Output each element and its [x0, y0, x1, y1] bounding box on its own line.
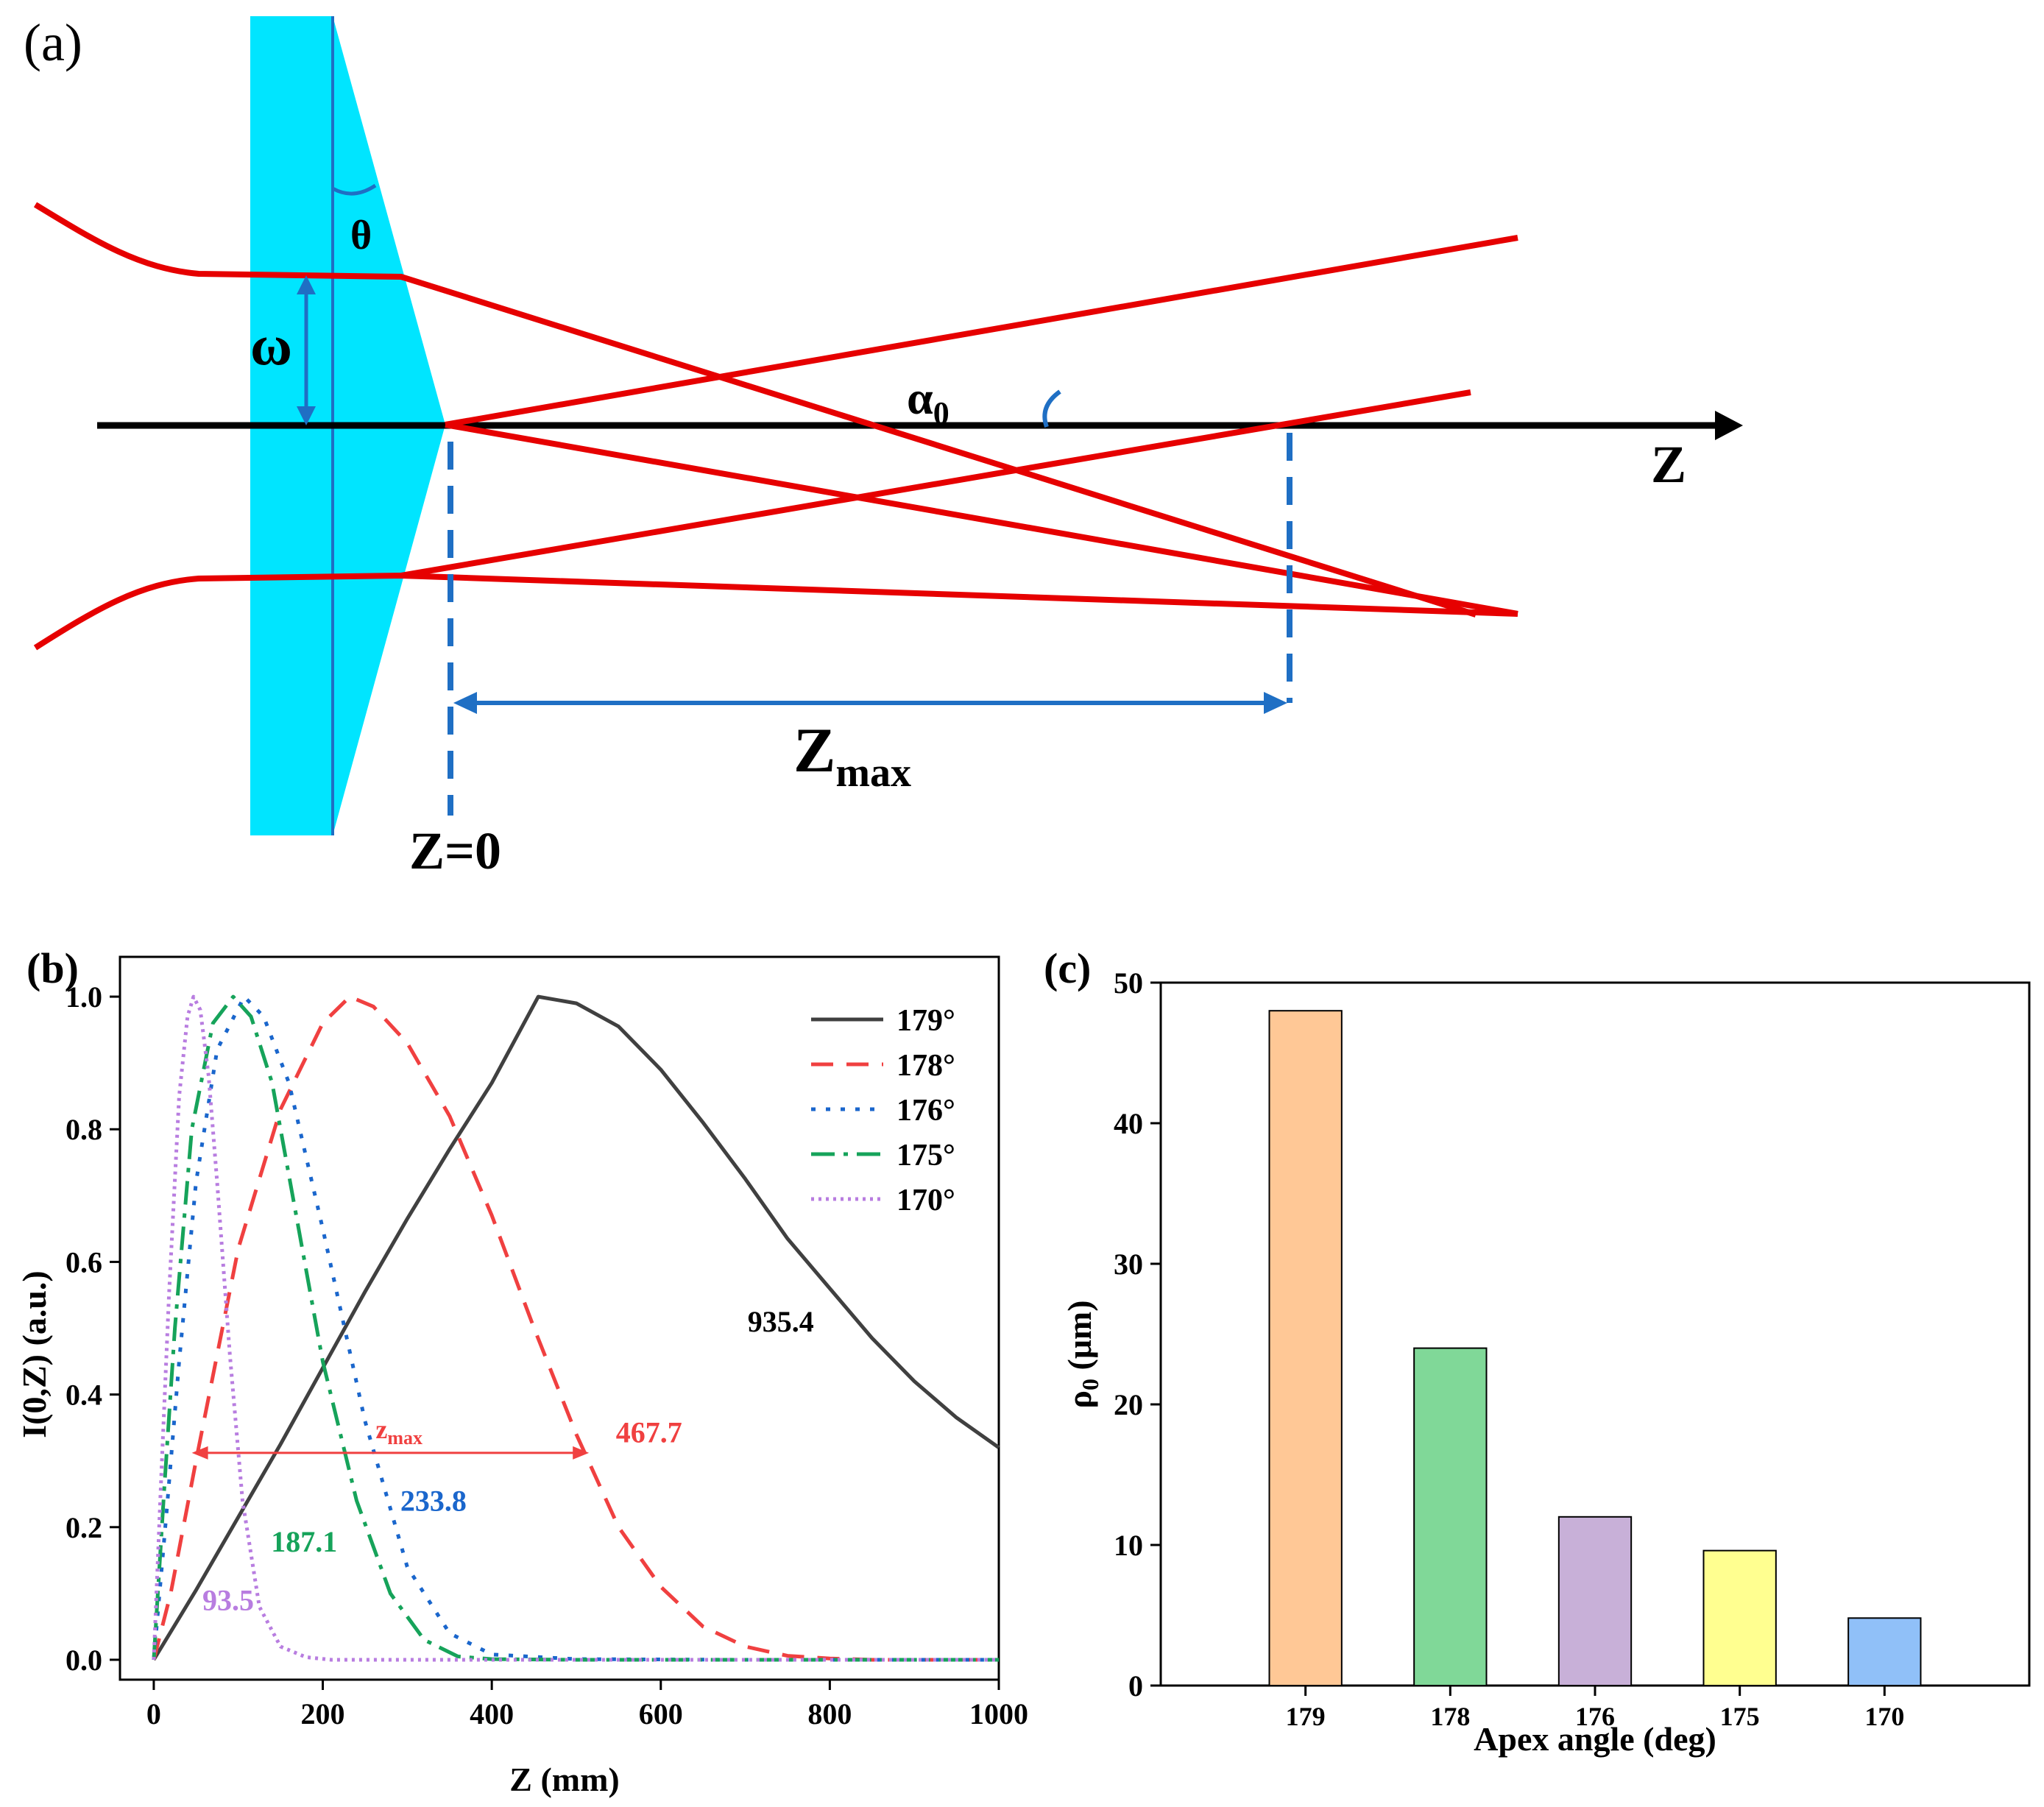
zmax-arrow-left-head	[191, 1446, 208, 1460]
axis-z-label: Z	[1651, 435, 1686, 494]
series-line-0	[152, 994, 1000, 1661]
zmax-arrow	[453, 692, 1287, 714]
zmax-value-label: 233.8	[400, 1484, 467, 1517]
zmax-value-label: 935.4	[748, 1305, 814, 1338]
panel-b-xtick-label: 1000	[969, 1697, 1028, 1730]
zmax-arrow-right-head	[573, 1446, 590, 1460]
lower-input-beam	[33, 572, 1518, 651]
series-line-3	[152, 994, 999, 1662]
lower-diverging-ray	[445, 422, 1518, 617]
panel-b-legend: 179° 178° 176° 175° 170°	[811, 1004, 955, 1217]
panel-c-ytick-label: 50	[1114, 966, 1143, 1000]
legend-label-4: 170°	[897, 1184, 955, 1217]
panel-b-ytick-label: 0.4	[66, 1379, 102, 1412]
panel-c-axes: 0 10 20 30 40 50 179 178 176 175 170	[1114, 966, 2031, 1731]
theta-label: θ	[350, 213, 372, 258]
zmax-arrow-label: zmax	[375, 1415, 422, 1449]
axis-arrowhead	[1715, 411, 1743, 440]
panel-b-ylabel: I(0,Z) (a.u.)	[15, 1270, 53, 1438]
panel-b-series	[152, 994, 1000, 1662]
zmax-value-label: 467.7	[616, 1415, 682, 1449]
panel-a-label: (a)	[24, 13, 82, 72]
bar-178	[1413, 1347, 1488, 1686]
z0-label: Z=0	[409, 821, 501, 880]
panel-b-intensity-chart: (b) 0 200 400 600 800 10000.00.20.40.60.81.0 …	[15, 944, 1028, 1798]
beam-rays	[33, 202, 1518, 651]
panel-b-ytick-label: 0.6	[66, 1245, 102, 1279]
panel-c-category-label: 175	[1720, 1702, 1760, 1731]
lower-rising-ray	[400, 389, 1471, 579]
legend-label-2: 176°	[897, 1094, 955, 1128]
panel-c-ytick-label: 0	[1128, 1669, 1143, 1702]
panel-c-ytick-label: 30	[1114, 1248, 1143, 1281]
panel-c-xlabel: Apex angle (deg)	[1474, 1720, 1716, 1758]
panel-b-frame	[119, 955, 1000, 1681]
panel-c-ytick-label: 40	[1114, 1107, 1143, 1140]
zmax-value-label: 93.5	[202, 1583, 254, 1616]
panel-b-axes: 0 200 400 600 800 1000 0.0 0.2 0.4 0.6 0.8 1.0	[66, 955, 1028, 1730]
upper-input-beam	[33, 202, 1477, 618]
series-line-2	[152, 994, 999, 1662]
legend-label-0: 179°	[897, 1004, 955, 1038]
panel-b-ytick-label: 0.8	[66, 1113, 102, 1146]
panel-b-ytick-label: 1.0	[66, 980, 102, 1014]
theta-arc	[331, 183, 377, 196]
panel-c-category-label: 170	[1864, 1702, 1904, 1731]
panel-c-bar-chart: (c) 0 10 20 30 40 50 179 178 176 175 170 Apex angl…	[1044, 944, 2031, 1758]
bar-176	[1557, 1516, 1633, 1687]
panel-a-schematic: (a) θ Z ω α0	[24, 13, 1743, 880]
panel-c-category-label: 178	[1430, 1702, 1470, 1731]
panel-c-ytick-label: 20	[1114, 1388, 1143, 1421]
alpha0-label: α0	[907, 372, 949, 431]
series-line-4	[152, 994, 999, 1662]
panel-b-annotations: 935.4 467.7 233.8 187.1 93.5 zmax	[191, 1305, 814, 1616]
alpha-arc	[1042, 389, 1061, 428]
panel-c-ylabel: ρ0 (μm)	[1061, 1300, 1103, 1408]
panel-c-bars	[1268, 1010, 1922, 1687]
panel-c-ytick-label: 10	[1114, 1529, 1143, 1562]
bar-179	[1268, 1010, 1343, 1686]
panel-b-xtick-label: 400	[470, 1697, 514, 1730]
legend-label-1: 178°	[897, 1049, 955, 1083]
upper-diverging-ray	[445, 235, 1518, 428]
panel-b-xtick-label: 0	[146, 1697, 161, 1730]
zmax-label: Zmax	[793, 715, 911, 796]
bar-170	[1847, 1617, 1922, 1687]
panel-c-category-label: 179	[1286, 1702, 1326, 1731]
panel-c-label: (c)	[1044, 944, 1091, 992]
panel-b-xtick-label: 600	[639, 1697, 683, 1730]
legend-label-3: 175°	[897, 1139, 955, 1173]
panel-b-label: (b)	[26, 944, 79, 992]
omega-arrow	[297, 275, 316, 425]
panel-b-xlabel: Z (mm)	[509, 1761, 619, 1798]
series-line-1	[152, 994, 999, 1662]
panel-b-ytick-label: 0.0	[66, 1644, 102, 1677]
bar-175	[1702, 1549, 1777, 1686]
omega-label: ω	[250, 313, 292, 377]
panel-b-ytick-label: 0.2	[66, 1511, 102, 1544]
zmax-value-label: 187.1	[271, 1525, 337, 1558]
panel-b-xtick-label: 200	[301, 1697, 345, 1730]
panel-b-xtick-label: 800	[807, 1697, 852, 1730]
panel-c-category-label: 176	[1575, 1702, 1615, 1731]
